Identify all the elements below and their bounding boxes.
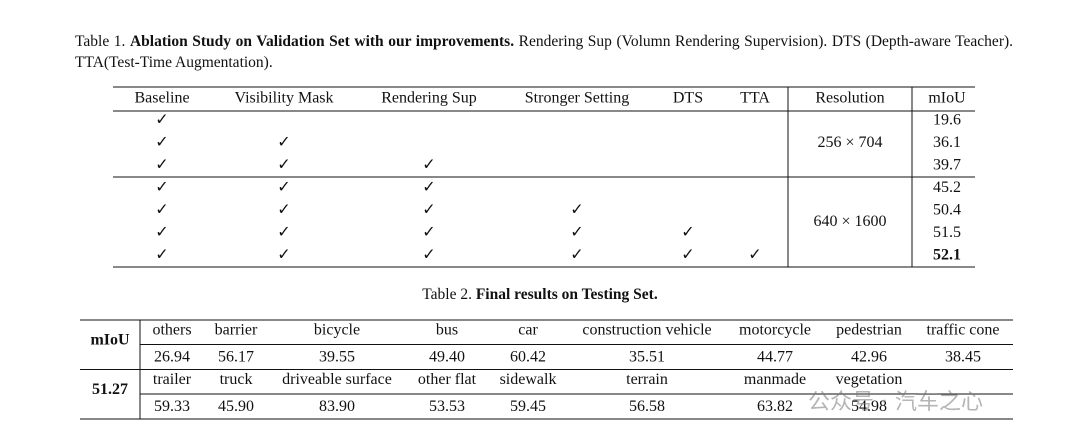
check: ✓ [422,202,435,219]
class-value: 38.45 [945,349,981,366]
table1-caption: Table 1. Ablation Study on Validation Se… [75,31,1013,73]
watermark: 公众号 · 汽车之心 [808,390,983,415]
block-label: 51.27 [92,381,128,398]
class-value: 44.77 [757,349,793,366]
check: ✓ [681,224,694,241]
header-cell: Visibility Mask [234,90,333,107]
class-name: truck [220,371,253,388]
check: ✓ [570,224,583,241]
class-name: other flat [418,371,477,388]
check: ✓ [681,247,694,264]
caption-label: Table 1. [75,33,126,50]
check: ✓ [155,224,168,241]
check: ✓ [570,202,583,219]
resolution-cell: 640 × 1600 [813,213,886,230]
class-name: sidewalk [500,371,557,388]
miou-cell: 50.4 [933,202,961,219]
class-name: terrain [626,371,668,388]
class-name: others [152,322,191,339]
class-value: 42.96 [851,349,887,366]
check: ✓ [155,157,168,174]
caption-text: Rendering Sup (Volumn Rendering Supervis… [75,33,1014,71]
check: ✓ [277,157,290,174]
caption-label: Table 2. [422,286,472,303]
miou-cell: 51.5 [933,224,961,241]
class-name: bus [436,322,458,339]
check: ✓ [277,202,290,219]
check: ✓ [422,157,435,174]
check: ✓ [422,179,435,196]
check: ✓ [422,224,435,241]
check: ✓ [155,134,168,151]
header-cell: Baseline [134,90,189,107]
class-name: motorcycle [739,322,811,339]
check: ✓ [422,247,435,264]
class-value: 54.98 [851,398,887,415]
check: ✓ [277,134,290,151]
header-cell: TTA [740,90,770,107]
header-cell: Stronger Setting [525,90,629,107]
miou-cell: 39.7 [933,157,961,174]
check: ✓ [277,247,290,264]
block-label: mIoU [90,332,130,349]
class-name: pedestrian [836,322,902,339]
class-name: vegetation [836,371,903,388]
miou-cell: 52.1 [933,247,961,264]
header-cell: mIoU [928,90,966,107]
header-cell: Rendering Sup [381,90,477,107]
table2-caption: Table 2. Final results on Testing Set. [0,286,1080,304]
class-name: driveable surface [282,371,392,388]
class-value: 26.94 [154,349,190,366]
header-cell: DTS [673,90,703,107]
class-name: bicycle [314,322,360,339]
check: ✓ [155,202,168,219]
class-value: 39.55 [319,349,355,366]
class-value: 56.17 [218,349,254,366]
class-value: 53.53 [429,398,465,415]
class-value: 56.58 [629,398,665,415]
check: ✓ [155,112,168,129]
check: ✓ [570,247,583,264]
miou-cell: 36.1 [933,134,961,151]
caption-bold: Final results on Testing Set. [475,286,658,303]
class-name: construction vehicle [582,322,711,339]
class-value: 63.82 [757,398,793,415]
resolution-cell: 256 × 704 [817,134,882,151]
class-value: 60.42 [510,349,546,366]
check: ✓ [155,247,168,264]
class-value: 45.90 [218,398,254,415]
class-value: 35.51 [629,349,665,366]
class-name: barrier [215,322,258,339]
class-name: car [518,322,538,339]
class-value: 59.45 [510,398,546,415]
check: ✓ [155,179,168,196]
check: ✓ [748,247,761,264]
header-cell: Resolution [815,90,884,107]
miou-cell: 19.6 [933,112,961,129]
class-value: 83.90 [319,398,355,415]
class-name: manmade [744,371,806,388]
caption-bold: Ablation Study on Validation Set with ou… [129,33,515,50]
class-name: traffic cone [927,322,1000,339]
miou-cell: 45.2 [933,179,961,196]
check: ✓ [277,179,290,196]
class-value: 49.40 [429,349,465,366]
class-name: trailer [153,371,192,388]
check: ✓ [277,224,290,241]
class-value: 59.33 [154,398,190,415]
